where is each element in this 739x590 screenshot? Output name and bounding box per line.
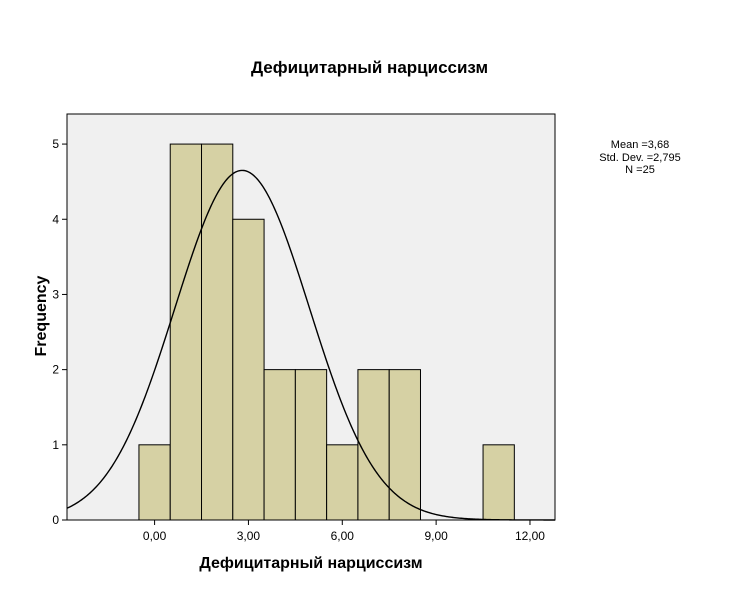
bars-group [138, 143, 515, 521]
chart-title: Дефицитарный нарциссизм [250, 58, 489, 77]
y-tick-label: 5 [52, 137, 59, 151]
x-tick-label: 12,00 [515, 529, 545, 543]
x-tick-label: 3,00 [237, 529, 261, 543]
stats-n: N =25 [625, 164, 655, 176]
histogram-bar [294, 369, 328, 521]
stats-box: Mean =3,68 Std. Dev. =2,795 N =25 [588, 139, 692, 177]
stats-mean: Mean =3,68 [610, 139, 670, 151]
y-tick-label: 2 [52, 363, 59, 377]
y-tick-label: 1 [52, 438, 59, 452]
x-axis-label: Дефицитарный нарциссизм [199, 555, 422, 572]
x-axis: 0,00 3,00 6,00 9,00 12,00 [143, 520, 545, 543]
histogram-bar [388, 369, 421, 521]
y-axis-label: Frequency [33, 275, 50, 356]
histogram-bar [232, 218, 265, 521]
stats-std-dev: Std. Dev. =2,795 [599, 151, 681, 164]
x-tick-label: 9,00 [424, 529, 448, 543]
y-tick-label: 0 [52, 513, 59, 527]
y-tick-label: 3 [52, 287, 59, 301]
y-axis: 0 1 2 3 4 5 [52, 137, 67, 527]
x-tick-label: 6,00 [331, 529, 355, 543]
histogram-bar [263, 369, 296, 521]
histogram-bar [326, 444, 359, 521]
normal-curve [66, 169, 555, 521]
y-tick-label: 4 [52, 212, 59, 226]
histogram-bar [138, 444, 171, 521]
x-tick-label: 0,00 [143, 529, 167, 543]
histogram-bar [482, 444, 515, 521]
histogram-bar [357, 369, 390, 521]
histogram-bar [201, 143, 234, 521]
histogram-bar [169, 143, 203, 521]
